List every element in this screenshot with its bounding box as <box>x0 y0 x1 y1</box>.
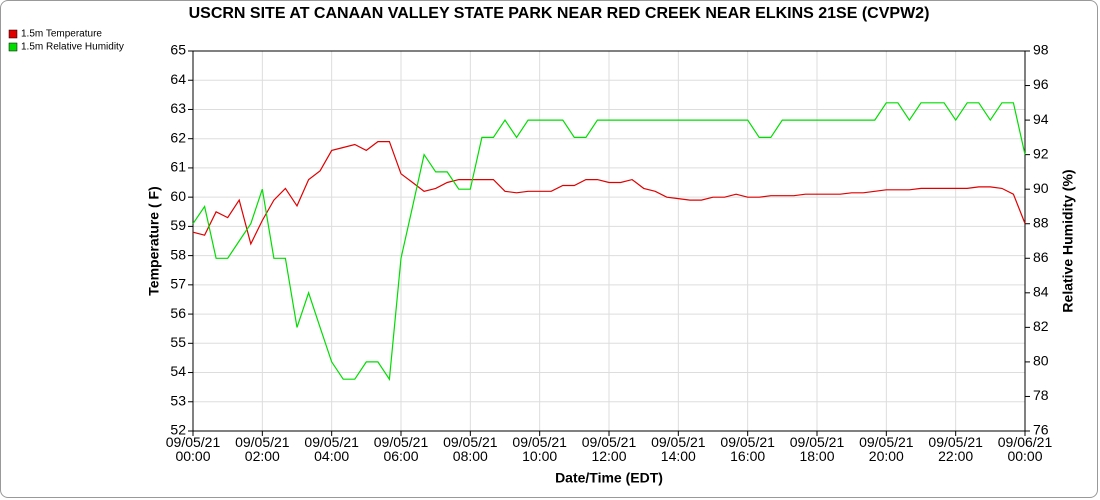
legend-label: 1.5m Temperature <box>21 29 102 40</box>
y-axis-label: Temperature ( F) <box>146 186 162 295</box>
y2-tick-label: 86 <box>1033 249 1049 265</box>
y-tick-label: 63 <box>170 100 186 116</box>
x-tick-label: 09/05/21 20:00 <box>859 434 914 464</box>
y-tick-label: 53 <box>170 392 186 408</box>
y2-tick-label: 78 <box>1033 387 1049 403</box>
y-tick-label: 64 <box>170 71 186 87</box>
x-tick-label: 09/05/21 10:00 <box>512 434 567 464</box>
plot-frame <box>192 50 1026 432</box>
y-tick-label: 60 <box>170 188 186 204</box>
x-tick-label: 09/05/21 04:00 <box>304 434 359 464</box>
data-line <box>192 141 1026 246</box>
x-tick-label: 09/05/21 06:00 <box>373 434 429 464</box>
y2-tick-label: 88 <box>1033 214 1049 230</box>
x-tick-label: 09/05/21 02:00 <box>235 434 290 464</box>
y-tick-label: 56 <box>170 305 186 321</box>
x-tick-label: 09/06/21 00:00 <box>997 434 1053 464</box>
y-tick-label: 54 <box>170 363 186 379</box>
x-tick-label: 09/05/21 08:00 <box>443 434 498 464</box>
y-tick-label: 57 <box>170 276 186 292</box>
y-tick-label: 59 <box>170 217 186 233</box>
y2-tick-label: 96 <box>1033 76 1049 92</box>
y2-tick-label: 90 <box>1033 180 1049 196</box>
y2-tick-label: 76 <box>1033 422 1049 438</box>
x-tick-label: 09/05/21 18:00 <box>789 434 845 464</box>
y-tick-label: 52 <box>170 422 186 438</box>
y-tick-label: 61 <box>170 159 186 175</box>
chart-title: USCRN SITE AT CANAAN VALLEY STATE PARK N… <box>189 5 930 22</box>
y2-tick-label: 82 <box>1033 318 1049 334</box>
y2-tick-label: 98 <box>1033 42 1049 58</box>
y-tick-label: 58 <box>170 246 186 262</box>
x-tick-label: 09/05/21 16:00 <box>720 434 775 464</box>
x-tick-label: 09/05/21 14:00 <box>651 434 706 464</box>
y2-tick-label: 84 <box>1033 284 1049 300</box>
x-tick-label: 09/05/21 22:00 <box>928 434 983 464</box>
y2-tick-label: 92 <box>1033 145 1049 161</box>
legend-swatch <box>8 29 18 39</box>
y2-tick-label: 80 <box>1033 353 1049 369</box>
y2-tick-label: 94 <box>1033 111 1049 127</box>
x-axis-label: Date/Time (EDT) <box>555 470 663 486</box>
legend-swatch <box>8 42 18 52</box>
x-tick-label: 09/05/21 12:00 <box>581 434 637 464</box>
y-tick-label: 65 <box>170 42 186 58</box>
y-tick-label: 55 <box>170 334 186 350</box>
legend-label: 1.5m Relative Humidity <box>21 42 124 53</box>
y2-axis-label: Relative Humidity (%) <box>1060 169 1076 312</box>
x-tick-label: 09/05/21 00:00 <box>165 434 221 464</box>
data-line <box>192 102 1026 381</box>
y-tick-label: 62 <box>170 129 186 145</box>
